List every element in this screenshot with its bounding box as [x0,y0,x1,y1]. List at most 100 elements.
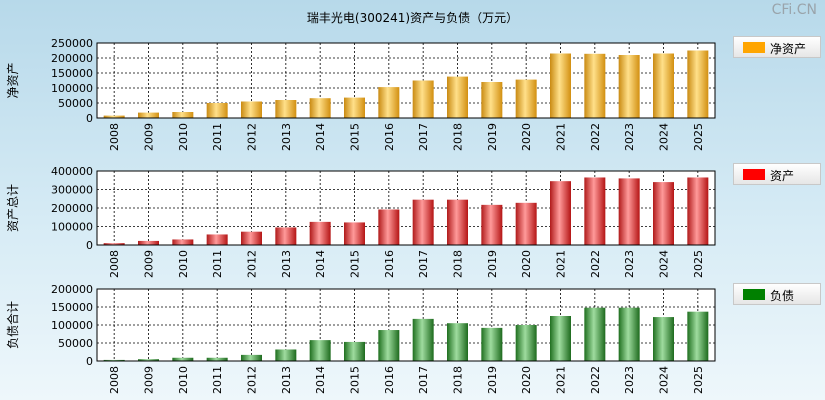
bar-net-assets-2023 [618,55,640,118]
bar-liabilities-2013 [275,349,297,361]
x-tick-label-total-assets: 2018 [452,250,465,278]
bar-liabilities-2025 [687,311,709,361]
bar-net-assets-2017 [412,80,434,118]
x-tick-label-total-assets: 2017 [417,250,430,278]
y-tick-label-total-assets: 400000 [51,165,93,178]
y-tick-label-total-assets: 200000 [51,202,93,215]
bar-net-assets-2024 [653,53,674,118]
x-tick-label-total-assets: 2025 [692,250,705,278]
x-tick-label-net-assets: 2018 [452,123,465,151]
bar-total-assets-2015 [344,222,365,245]
x-tick-label-net-assets: 2012 [246,123,259,151]
bar-liabilities-2023 [618,307,640,361]
x-tick-label-liabilities: 2018 [452,366,465,394]
bar-total-assets-2021 [550,181,571,245]
bar-total-assets-2010 [172,239,194,245]
x-tick-label-liabilities: 2021 [555,366,568,394]
legend-label-total-assets: 资产 [770,169,795,183]
bar-net-assets-2020 [515,79,537,118]
y-tick-label-net-assets: 250000 [51,37,93,50]
x-tick-label-net-assets: 2009 [143,123,156,151]
bar-net-assets-2019 [481,82,503,118]
plot-border-net-assets [96,42,716,119]
bar-net-assets-2008 [103,115,125,118]
x-tick-label-net-assets: 2017 [417,123,430,151]
bar-net-assets-2025 [687,50,709,118]
bar-total-assets-2012 [241,231,262,245]
bar-net-assets-2009 [138,112,159,118]
watermark-logo: CFi.CN [771,2,817,18]
x-tick-label-net-assets: 2024 [658,123,671,151]
x-tick-label-liabilities: 2023 [623,366,636,394]
y-tick-label-liabilities: 100000 [51,319,93,332]
x-tick-label-total-assets: 2020 [520,250,533,278]
legend-swatch-net-assets [743,42,765,53]
x-tick-label-net-assets: 2013 [280,123,293,151]
bar-total-assets-2023 [618,178,640,245]
y-tick-label-liabilities: 50000 [58,337,93,350]
x-tick-label-total-assets: 2016 [383,250,396,278]
y-tick-label-total-assets: 0 [86,239,93,252]
bar-liabilities-2020 [515,325,537,361]
x-tick-label-liabilities: 2022 [589,366,602,394]
x-tick-label-net-assets: 2015 [349,123,362,151]
bar-net-assets-2015 [344,97,365,118]
bar-liabilities-2018 [447,323,468,361]
y-tick-label-net-assets: 100000 [51,82,93,95]
x-tick-label-liabilities: 2008 [108,366,121,394]
x-tick-label-liabilities: 2013 [280,366,293,394]
legend-net-assets: 净资产 [733,36,821,58]
bar-total-assets-2025 [687,177,709,245]
bar-net-assets-2022 [584,53,606,118]
y-tick-label-net-assets: 0 [86,112,93,125]
x-tick-label-total-assets: 2009 [143,250,156,278]
y-axis-title-net-assets: 净资产 [6,62,20,98]
legend-swatch-liabilities [743,289,765,300]
legend-total-assets: 资产 [733,163,821,185]
legend-swatch-total-assets [743,169,765,180]
bar-liabilities-2009 [138,359,159,361]
bar-liabilities-2012 [241,354,262,361]
bar-total-assets-2014 [309,221,331,245]
x-tick-label-liabilities: 2024 [658,366,671,394]
bar-liabilities-2021 [550,316,571,361]
x-tick-label-liabilities: 2010 [177,366,190,394]
bar-total-assets-2009 [138,240,159,245]
bar-total-assets-2011 [206,234,228,245]
plot-border-total-assets [96,170,716,246]
bar-total-assets-2016 [378,209,400,245]
bar-total-assets-2020 [515,202,537,245]
y-axis-title-liabilities: 负债合计 [5,301,20,349]
x-tick-label-net-assets: 2019 [486,123,499,151]
y-tick-label-total-assets: 300000 [51,184,93,197]
y-tick-label-net-assets: 200000 [51,52,93,65]
bar-liabilities-2024 [653,317,674,361]
x-tick-label-net-assets: 2011 [211,123,224,151]
x-tick-label-net-assets: 2022 [589,123,602,151]
y-tick-label-liabilities: 0 [86,355,93,368]
y-tick-label-net-assets: 50000 [58,97,93,110]
y-tick-label-total-assets: 100000 [51,221,93,234]
x-tick-label-total-assets: 2014 [314,250,327,278]
y-tick-label-liabilities: 150000 [51,301,93,314]
x-tick-label-liabilities: 2025 [692,366,705,394]
x-tick-label-liabilities: 2011 [211,366,224,394]
bar-liabilities-2008 [103,359,125,361]
bar-liabilities-2010 [172,357,194,361]
x-tick-label-total-assets: 2023 [623,250,636,278]
bar-total-assets-2024 [653,182,674,245]
bar-net-assets-2014 [309,98,331,118]
x-tick-label-net-assets: 2016 [383,123,396,151]
x-tick-label-net-assets: 2023 [623,123,636,151]
bar-total-assets-2022 [584,177,606,245]
legend-label-net-assets: 净资产 [770,42,807,56]
y-tick-label-net-assets: 150000 [51,67,93,80]
x-tick-label-total-assets: 2010 [177,250,190,278]
bar-total-assets-2013 [275,227,297,245]
bar-total-assets-2017 [412,199,434,245]
legend-label-liabilities: 负债 [770,289,795,303]
plot-area-net-assets [96,42,716,119]
bar-total-assets-2008 [103,243,125,245]
x-tick-label-liabilities: 2015 [349,366,362,394]
